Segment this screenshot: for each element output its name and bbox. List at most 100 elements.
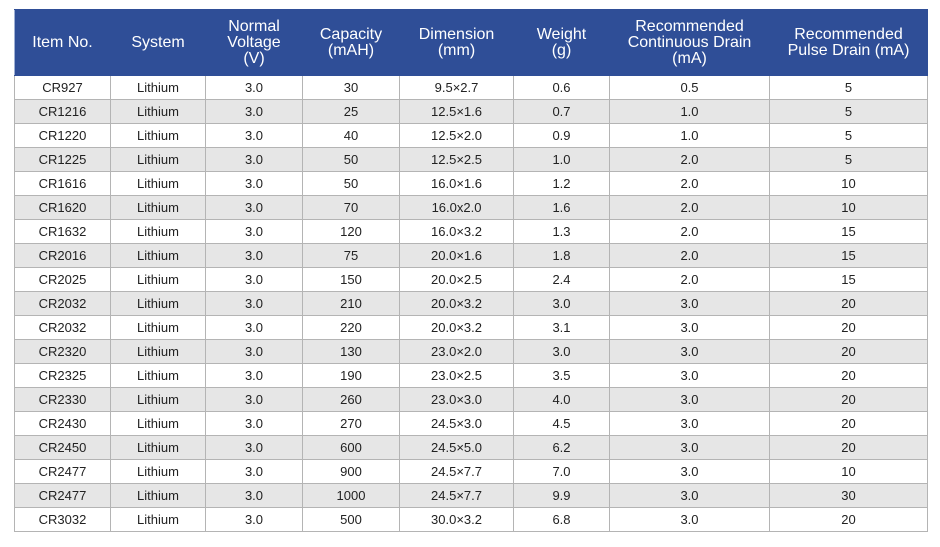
table-cell: 3.0: [609, 339, 770, 364]
table-cell: Lithium: [110, 387, 206, 412]
table-row: CR2025 Lithium 3.0 150 20.0×2.5 2.4 2.0 15: [14, 267, 928, 292]
header-cell: Capacity (mAH): [302, 9, 400, 76]
table-cell: 3.1: [513, 315, 610, 340]
table-cell: 3.0: [205, 123, 303, 148]
table-cell: 3.0: [205, 267, 303, 292]
table-cell: 0.7: [513, 99, 610, 124]
table-cell: 2.0: [609, 219, 770, 244]
table-cell: Lithium: [110, 315, 206, 340]
table-cell: Lithium: [110, 267, 206, 292]
table-row: CR1632 Lithium 3.0 120 16.0×3.2 1.3 2.0 15: [14, 219, 928, 244]
table-cell: CR1616: [14, 171, 111, 196]
table-cell: Lithium: [110, 411, 206, 436]
table-cell: CR2477: [14, 483, 111, 508]
table-cell: CR2325: [14, 363, 111, 388]
table-cell: Lithium: [110, 171, 206, 196]
table-cell: Lithium: [110, 291, 206, 316]
table-cell: CR2430: [14, 411, 111, 436]
table-cell: 24.5×5.0: [399, 435, 514, 460]
table-cell: 3.0: [205, 363, 303, 388]
table-row: CR2032 Lithium 3.0 210 20.0×3.2 3.0 3.0 20: [14, 291, 928, 316]
header-cell: Normal Voltage (V): [205, 9, 303, 76]
table-cell: Lithium: [110, 435, 206, 460]
table-cell: 3.0: [205, 75, 303, 100]
table-cell: 9.9: [513, 483, 610, 508]
table-cell: 3.0: [205, 411, 303, 436]
table-cell: 3.0: [609, 387, 770, 412]
table-cell: 3.0: [205, 171, 303, 196]
table-cell: 4.0: [513, 387, 610, 412]
table-cell: 3.0: [609, 291, 770, 316]
table-cell: 12.5×2.0: [399, 123, 514, 148]
header-cell: Weight (g): [513, 9, 610, 76]
table-cell: 1.0: [609, 123, 770, 148]
table-cell: CR2032: [14, 291, 111, 316]
table-cell: 16.0x2.0: [399, 195, 514, 220]
table-cell: 1.6: [513, 195, 610, 220]
table-cell: 900: [302, 459, 400, 484]
table-cell: 220: [302, 315, 400, 340]
table-cell: 15: [769, 243, 928, 268]
table-cell: CR1225: [14, 147, 111, 172]
table-cell: 5: [769, 99, 928, 124]
table-cell: 3.0: [205, 387, 303, 412]
table-cell: 500: [302, 507, 400, 532]
table-cell: 30.0×3.2: [399, 507, 514, 532]
table-row: CR2032 Lithium 3.0 220 20.0×3.2 3.1 3.0 20: [14, 315, 928, 340]
table-wrap: Item No. System Normal Voltage (V) Capacity…: [14, 9, 928, 532]
table-body: CR927 Lithium 3.0 30 9.5×2.7 0.6 0.5 5 CR1216 Lit…: [14, 75, 928, 532]
table-cell: CR3032: [14, 507, 111, 532]
table-cell: 270: [302, 411, 400, 436]
table-cell: CR2016: [14, 243, 111, 268]
table-cell: CR1620: [14, 195, 111, 220]
table-cell: 3.0: [513, 339, 610, 364]
table-cell: 10: [769, 459, 928, 484]
table-cell: 0.6: [513, 75, 610, 100]
table-cell: CR1632: [14, 219, 111, 244]
table-cell: 20: [769, 435, 928, 460]
table-cell: 6.8: [513, 507, 610, 532]
table-cell: 10: [769, 171, 928, 196]
table-cell: 2.0: [609, 267, 770, 292]
table-cell: 3.0: [205, 315, 303, 340]
table-cell: 12.5×1.6: [399, 99, 514, 124]
table-cell: 1.3: [513, 219, 610, 244]
table-cell: 1.2: [513, 171, 610, 196]
table-cell: Lithium: [110, 339, 206, 364]
table-cell: CR2320: [14, 339, 111, 364]
table-cell: 12.5×2.5: [399, 147, 514, 172]
header-cell: Dimension (mm): [399, 9, 514, 76]
table-cell: Lithium: [110, 363, 206, 388]
table-cell: CR2025: [14, 267, 111, 292]
table-row: CR2477 Lithium 3.0 1000 24.5×7.7 9.9 3.0 30: [14, 483, 928, 508]
table-cell: 1.8: [513, 243, 610, 268]
table-cell: 3.0: [609, 507, 770, 532]
table-cell: CR2477: [14, 459, 111, 484]
table-cell: Lithium: [110, 219, 206, 244]
table-cell: 3.0: [205, 243, 303, 268]
table-cell: 3.0: [609, 411, 770, 436]
table-cell: 6.2: [513, 435, 610, 460]
table-cell: Lithium: [110, 243, 206, 268]
table-cell: 3.0: [609, 315, 770, 340]
table-cell: 70: [302, 195, 400, 220]
table-cell: 150: [302, 267, 400, 292]
table-cell: Lithium: [110, 147, 206, 172]
header-row: Item No. System Normal Voltage (V) Capacity…: [14, 9, 928, 76]
table-cell: 5: [769, 147, 928, 172]
table-cell: 20.0×2.5: [399, 267, 514, 292]
header-cell: Item No.: [14, 9, 111, 76]
table-cell: CR927: [14, 75, 111, 100]
table-cell: 20.0×1.6: [399, 243, 514, 268]
table-cell: 15: [769, 219, 928, 244]
table-cell: 20.0×3.2: [399, 291, 514, 316]
table-cell: 120: [302, 219, 400, 244]
table-cell: 3.0: [205, 291, 303, 316]
table-row: CR1620 Lithium 3.0 70 16.0x2.0 1.6 2.0 10: [14, 195, 928, 220]
table-cell: 2.0: [609, 171, 770, 196]
table-cell: 3.5: [513, 363, 610, 388]
table-cell: Lithium: [110, 195, 206, 220]
table-row: CR2325 Lithium 3.0 190 23.0×2.5 3.5 3.0 20: [14, 363, 928, 388]
table-cell: 24.5×3.0: [399, 411, 514, 436]
table-row: CR927 Lithium 3.0 30 9.5×2.7 0.6 0.5 5: [14, 75, 928, 100]
